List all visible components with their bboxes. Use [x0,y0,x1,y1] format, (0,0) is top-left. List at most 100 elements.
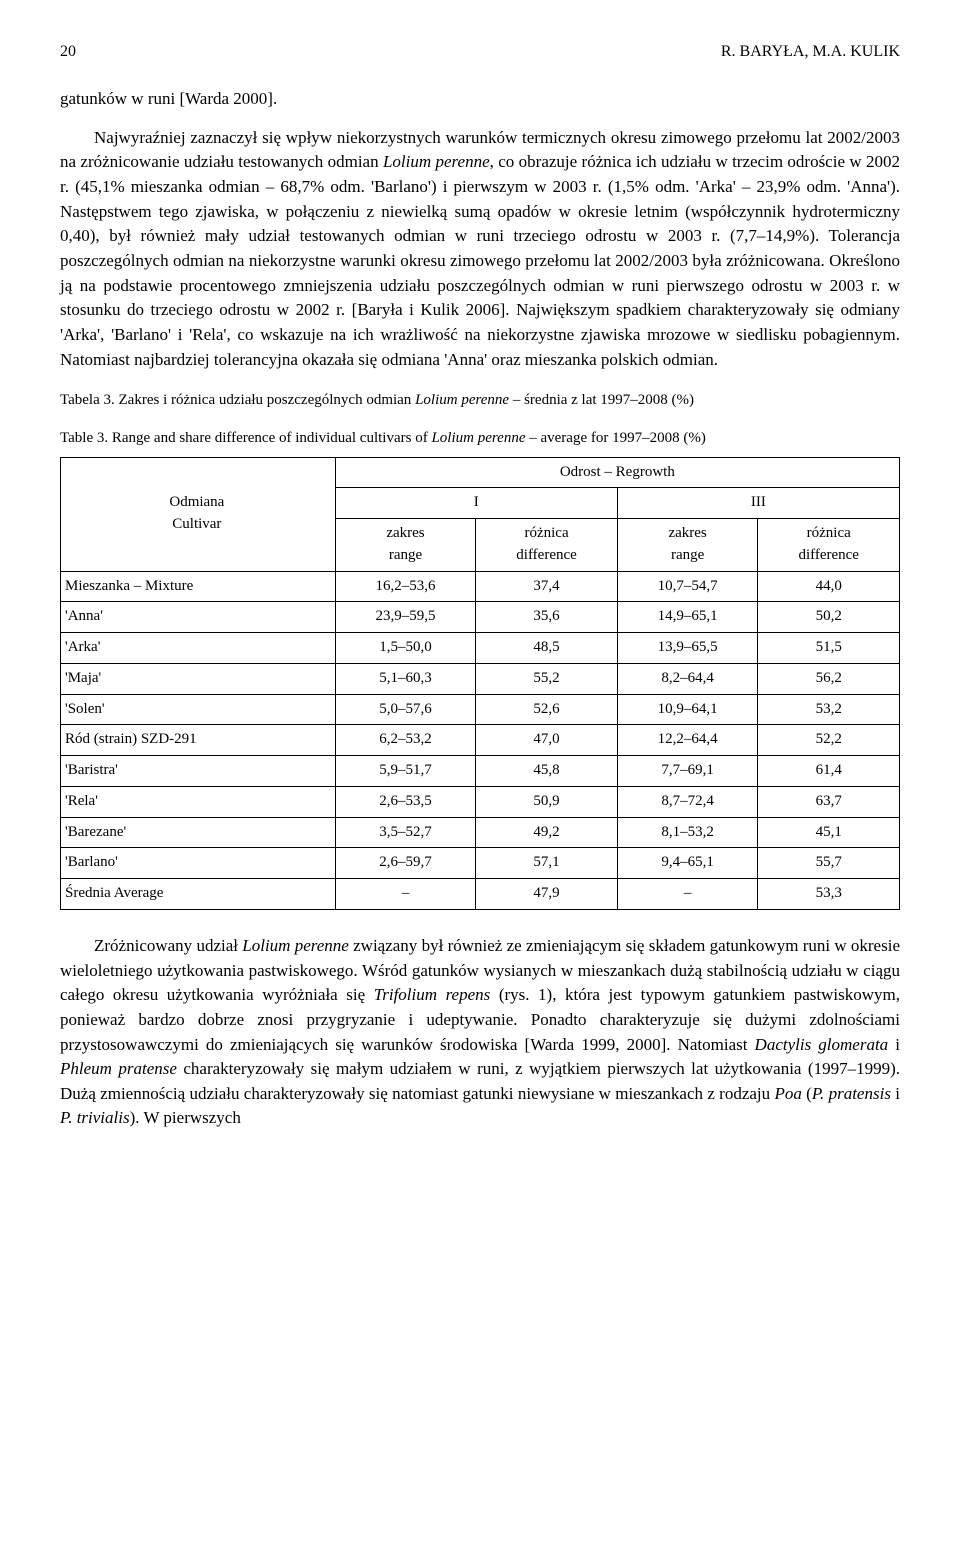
table-cell: 55,2 [476,663,618,694]
text: ( [802,1084,812,1103]
running-header: 20 R. BARYŁA, M.A. KULIK [60,40,900,63]
table-cell: 35,6 [476,602,618,633]
table-row: 'Solen'5,0–57,652,610,9–64,153,2 [61,694,900,725]
label-en: difference [516,547,577,563]
table-cell: 2,6–59,7 [335,848,476,879]
label-pl: zakres [386,525,424,541]
table-cell: 50,2 [758,602,900,633]
table-caption-en: Table 3. Range and share difference of i… [60,428,900,448]
table-cell: 14,9–65,1 [617,602,758,633]
table-row: 'Barezane'3,5–52,749,28,1–53,245,1 [61,817,900,848]
label-en: range [389,547,422,563]
table-cell: 50,9 [476,786,618,817]
table-cell: 5,1–60,3 [335,663,476,694]
table-cell: 8,2–64,4 [617,663,758,694]
text: – średnia z lat 1997–2008 (%) [509,392,694,408]
species-name: P. trivialis [60,1108,130,1127]
label-pl: różnica [524,525,568,541]
table-cell: 'Baristra' [61,756,336,787]
species-name: Phleum pratense [60,1059,177,1078]
label-pl: różnica [807,525,851,541]
table-cell: 5,9–51,7 [335,756,476,787]
table-cell: 48,5 [476,633,618,664]
table-row: 'Arka'1,5–50,048,513,9–65,551,5 [61,633,900,664]
paragraph-cont: gatunków w runi [Warda 2000]. [60,87,900,112]
text: ). W pierwszych [130,1108,241,1127]
table-row: Średnia Average–47,9–53,3 [61,879,900,910]
table-cell: 55,7 [758,848,900,879]
table-3: Odmiana Cultivar Odrost – Regrowth I III… [60,457,900,910]
table-cell: – [335,879,476,910]
table-cell: Średnia Average [61,879,336,910]
table-cell: 6,2–53,2 [335,725,476,756]
col-header-I: I [335,488,617,519]
label-pl: Odmiana [169,494,224,510]
species-name: P. pratensis [812,1084,891,1103]
header-authors: R. BARYŁA, M.A. KULIK [721,40,900,63]
table-row: 'Barlano'2,6–59,757,19,4–65,155,7 [61,848,900,879]
species-name: Trifolium repens [374,985,491,1004]
table-row: 'Anna'23,9–59,535,614,9–65,150,2 [61,602,900,633]
table-cell: 10,9–64,1 [617,694,758,725]
table-cell: Mieszanka – Mixture [61,571,336,602]
table-cell: 'Arka' [61,633,336,664]
col-header-regrowth: Odrost – Regrowth [335,457,899,488]
table-cell: 7,7–69,1 [617,756,758,787]
table-cell: Ród (strain) SZD-291 [61,725,336,756]
genus-name: Poa [774,1084,801,1103]
table-cell: 44,0 [758,571,900,602]
text: , co obrazuje różnica ich udziału w trze… [60,152,900,368]
text: i [888,1035,900,1054]
label-pl: zakres [668,525,706,541]
table-cell: 10,7–54,7 [617,571,758,602]
paragraph-after-table: Zróżnicowany udział Lolium perenne związ… [60,934,900,1131]
table-cell: 57,1 [476,848,618,879]
table-cell: 61,4 [758,756,900,787]
table-row: Ród (strain) SZD-2916,2–53,247,012,2–64,… [61,725,900,756]
text: Table 3. Range and share difference of i… [60,430,431,446]
table-cell: 8,1–53,2 [617,817,758,848]
table-cell: 53,2 [758,694,900,725]
table-cell: 5,0–57,6 [335,694,476,725]
table-cell: 52,2 [758,725,900,756]
table-cell: 45,8 [476,756,618,787]
table-cell: 16,2–53,6 [335,571,476,602]
table-row: 'Rela'2,6–53,550,98,7–72,463,7 [61,786,900,817]
table-row: Mieszanka – Mixture16,2–53,637,410,7–54,… [61,571,900,602]
table-cell: 56,2 [758,663,900,694]
table-cell: 23,9–59,5 [335,602,476,633]
table-cell: 37,4 [476,571,618,602]
col-header-cultivar: Odmiana Cultivar [61,457,336,571]
table-cell: 47,9 [476,879,618,910]
table-cell: – [617,879,758,910]
table-cell: 3,5–52,7 [335,817,476,848]
label-en: range [671,547,704,563]
table-cell: 49,2 [476,817,618,848]
table-cell: 63,7 [758,786,900,817]
species-name: Lolium perenne [415,392,509,408]
col-header-III: III [617,488,899,519]
text: i [891,1084,900,1103]
species-name: Lolium perenne [383,152,490,171]
text: Tabela 3. Zakres i różnica udziału poszc… [60,392,415,408]
table-cell: 13,9–65,5 [617,633,758,664]
paragraph-main: Najwyraźniej zaznaczył się wpływ niekorz… [60,126,900,372]
table-row: 'Baristra'5,9–51,745,87,7–69,161,4 [61,756,900,787]
text: – average for 1997–2008 (%) [525,430,705,446]
table-cell: 'Rela' [61,786,336,817]
label-en: difference [798,547,859,563]
table-cell: 'Barezane' [61,817,336,848]
table-cell: 'Maja' [61,663,336,694]
table-cell: 2,6–53,5 [335,786,476,817]
col-header-diff-III: różnica difference [758,519,900,572]
table-cell: 52,6 [476,694,618,725]
table-cell: 47,0 [476,725,618,756]
table-cell: 1,5–50,0 [335,633,476,664]
table-cell: 9,4–65,1 [617,848,758,879]
table-cell: 8,7–72,4 [617,786,758,817]
page-number: 20 [60,40,76,63]
species-name: Lolium perenne [242,936,349,955]
table-cell: 'Barlano' [61,848,336,879]
table-cell: 51,5 [758,633,900,664]
table-cell: 'Anna' [61,602,336,633]
